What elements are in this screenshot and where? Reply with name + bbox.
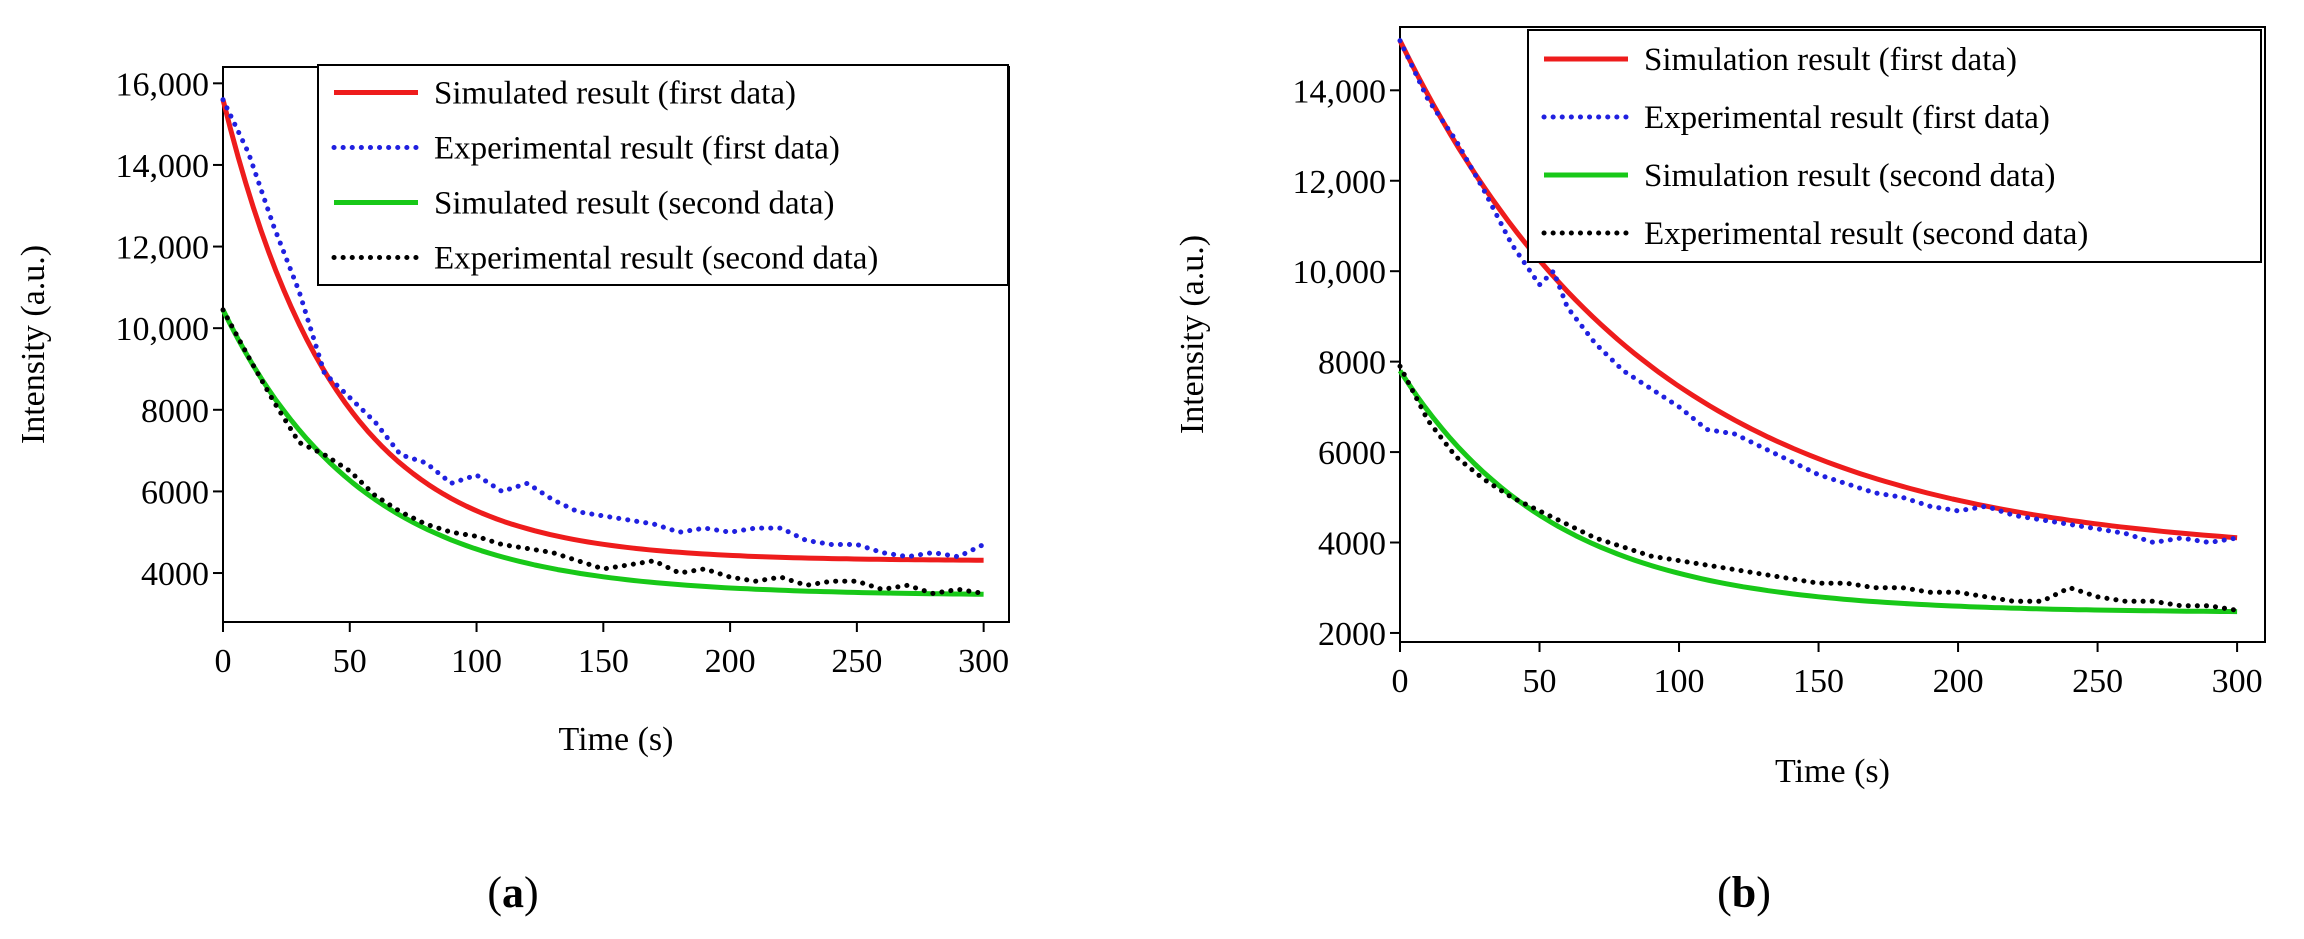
series-dots-3 bbox=[220, 307, 987, 596]
x-tick-label: 300 bbox=[2212, 663, 2263, 700]
legend-label: Simulation result (second data) bbox=[1644, 158, 2056, 194]
x-tick-label: 250 bbox=[2072, 663, 2123, 700]
x-tick-label: 0 bbox=[215, 643, 232, 680]
x-tick-label: 250 bbox=[831, 643, 882, 680]
y-tick-label: 10,000 bbox=[1293, 254, 1387, 291]
y-tick-label: 14,000 bbox=[116, 148, 210, 185]
x-tick-label: 300 bbox=[958, 643, 1009, 680]
caption-open-paren: ( bbox=[1717, 868, 1732, 917]
plot-frame bbox=[1399, 26, 2266, 643]
x-axis-label: Time (s) bbox=[1775, 753, 1890, 790]
legend-label: Experimental result (first data) bbox=[434, 131, 840, 167]
legend-label: Experimental result (second data) bbox=[1644, 216, 2088, 252]
x-tick-label: 50 bbox=[333, 643, 367, 680]
chart-panel-a: 0 50 100 150 200 250 300 4000 6000 8000 10,000 12,0… bbox=[15, 64, 1010, 917]
y-tick-label: 8000 bbox=[141, 393, 209, 430]
x-tick-label: 150 bbox=[1793, 663, 1844, 700]
chart-panel-b: 0 50 100 150 200 250 300 2000 4000 6000 8000 10,000… bbox=[1174, 26, 2266, 917]
legend-label: Simulated result (second data) bbox=[434, 186, 834, 222]
caption-close-paren: ) bbox=[524, 868, 539, 917]
legend-label: Simulation result (first data) bbox=[1644, 42, 2017, 78]
x-tick-label: 50 bbox=[1523, 663, 1557, 700]
y-tick-label: 14,000 bbox=[1293, 73, 1387, 110]
x-tick-label: 0 bbox=[1392, 663, 1409, 700]
y-tick-label: 12,000 bbox=[116, 230, 210, 267]
y-tick-label: 12,000 bbox=[1293, 164, 1387, 201]
caption-letter: a bbox=[502, 868, 524, 917]
y-axis-label: Intensity (a.u.) bbox=[15, 245, 52, 444]
series-dots-3 bbox=[1397, 363, 2240, 613]
caption-close-paren: ) bbox=[1756, 868, 1771, 917]
caption-open-paren: ( bbox=[487, 868, 502, 917]
y-axis-label: Intensity (a.u.) bbox=[1174, 235, 1211, 434]
x-tick-label: 150 bbox=[578, 643, 629, 680]
series-dots-1 bbox=[1397, 38, 2240, 545]
series-dots-1 bbox=[220, 97, 987, 560]
series-line-2 bbox=[220, 308, 984, 597]
y-tick-label: 2000 bbox=[1318, 616, 1386, 653]
y-tick-label: 4000 bbox=[1318, 526, 1386, 563]
x-tick-label: 100 bbox=[1654, 663, 1705, 700]
x-tick-label: 100 bbox=[451, 643, 502, 680]
y-tick-label: 8000 bbox=[1318, 345, 1386, 382]
series-line-0 bbox=[220, 98, 984, 563]
y-tick-label: 6000 bbox=[141, 474, 209, 511]
caption-letter: b bbox=[1732, 868, 1756, 917]
legend-box bbox=[317, 64, 1009, 286]
x-tick-label: 200 bbox=[705, 643, 756, 680]
legend-label: Simulated result (first data) bbox=[434, 76, 796, 112]
legend-label: Experimental result (first data) bbox=[1644, 100, 2050, 136]
x-axis-label: Time (s) bbox=[559, 721, 674, 758]
legend-box bbox=[1527, 29, 2262, 263]
y-tick-label: 16,000 bbox=[116, 66, 210, 103]
x-tick-label: 200 bbox=[1933, 663, 1984, 700]
panel-caption: (b) bbox=[1717, 868, 1771, 917]
y-tick-label: 6000 bbox=[1318, 435, 1386, 472]
legend-label: Experimental result (second data) bbox=[434, 241, 878, 277]
y-tick-label: 10,000 bbox=[116, 311, 210, 348]
panel-caption: (a) bbox=[487, 868, 538, 917]
series-line-2 bbox=[1397, 369, 2238, 615]
y-tick-label: 4000 bbox=[141, 556, 209, 593]
